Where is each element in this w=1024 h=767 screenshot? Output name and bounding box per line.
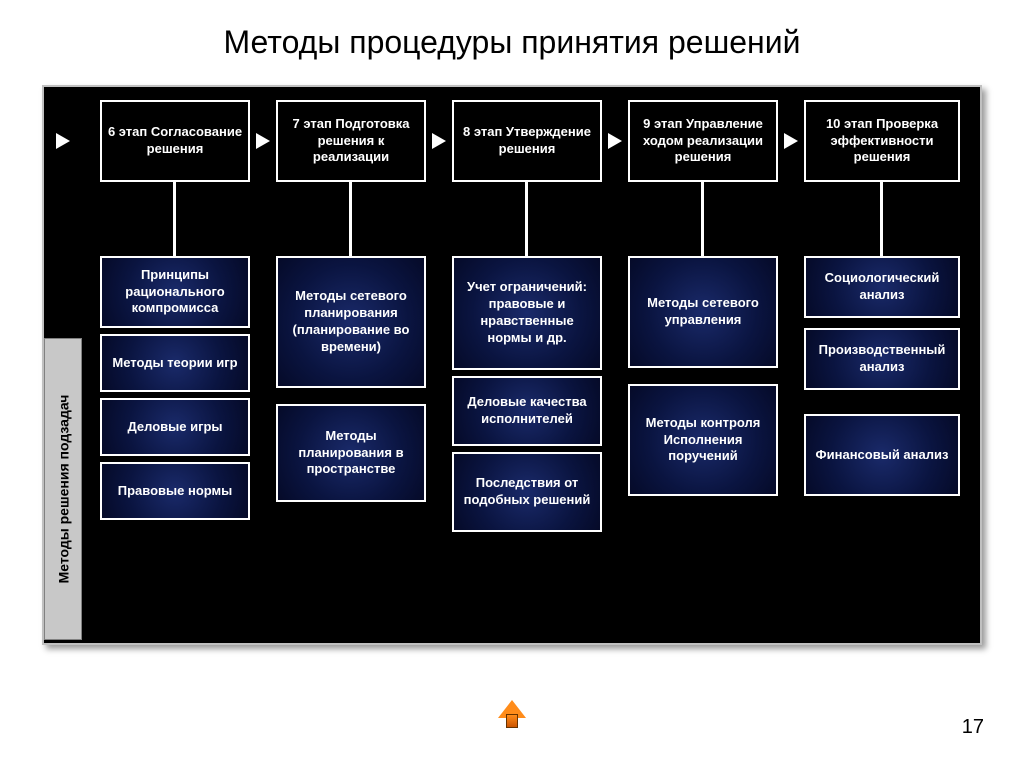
method-box-2: Деловые игры	[100, 398, 250, 456]
v-connector-3	[701, 182, 704, 256]
v-connector-4	[880, 182, 883, 256]
method-box-11: Социологический анализ	[804, 256, 960, 318]
stage-box-s7: 7 этап Подготовка решения к реализации	[276, 100, 426, 182]
method-box-5: Методы планирования в пространстве	[276, 404, 426, 502]
method-box-8: Последствия от подобных решений	[452, 452, 602, 532]
method-box-13: Финансовый анализ	[804, 414, 960, 496]
side-label-box: Методы решения подзадач	[44, 338, 82, 640]
method-box-3: Правовые нормы	[100, 462, 250, 520]
v-connector-0	[173, 182, 176, 256]
method-box-1: Методы теории игр	[100, 334, 250, 392]
v-connector-2	[525, 182, 528, 256]
up-arrow-icon[interactable]	[498, 700, 526, 732]
method-box-6: Учет ограничений: правовые и нравственны…	[452, 256, 602, 370]
method-box-0: Принципы рационального компромисса	[100, 256, 250, 328]
h-arrow-0	[56, 133, 70, 149]
h-arrow-2	[432, 133, 446, 149]
h-arrow-4	[784, 133, 798, 149]
v-connector-1	[349, 182, 352, 256]
method-box-9: Методы сетевого управления	[628, 256, 778, 368]
page-number: 17	[962, 716, 984, 739]
h-arrow-1	[256, 133, 270, 149]
slide-title: Методы процедуры принятия решений	[0, 0, 1024, 73]
stage-box-s10: 10 этап Проверка эффективности решения	[804, 100, 960, 182]
method-box-4: Методы сетевого планирования (планирован…	[276, 256, 426, 388]
method-box-7: Деловые качества исполнителей	[452, 376, 602, 446]
h-arrow-3	[608, 133, 622, 149]
stage-box-s9: 9 этап Управление ходом реализации решен…	[628, 100, 778, 182]
method-box-10: Методы контроля Исполнения поручений	[628, 384, 778, 496]
stage-box-s8: 8 этап Утверждение решения	[452, 100, 602, 182]
side-label-text: Методы решения подзадач	[55, 395, 71, 584]
method-box-12: Производственный анализ	[804, 328, 960, 390]
stage-box-s6: 6 этап Согласование решения	[100, 100, 250, 182]
